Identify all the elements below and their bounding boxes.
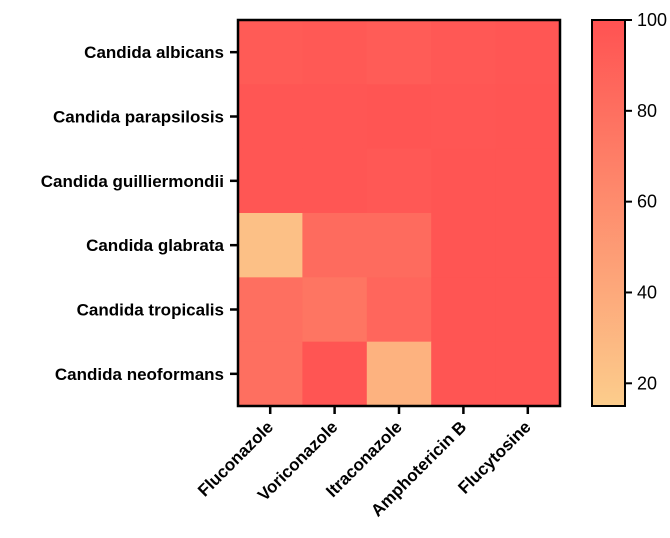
heatmap-cell — [302, 341, 368, 407]
heatmap-cell — [495, 84, 561, 150]
heatmap-cell — [431, 148, 497, 214]
colorbar-tick-label: 20 — [637, 373, 657, 393]
heatmap-cell — [238, 213, 303, 278]
heatmap-cell — [302, 20, 368, 85]
row-label: Candida parapsilosis — [53, 108, 224, 127]
heatmap-cells — [238, 20, 561, 407]
row-axis: Candida albicans Candida parapsilosis Cand… — [41, 43, 238, 384]
heatmap-cell — [431, 213, 497, 278]
heatmap-cell — [238, 84, 303, 150]
heatmap-cell — [238, 20, 303, 85]
heatmap-cell — [302, 148, 368, 214]
heatmap-cell — [238, 341, 303, 407]
colorbar-tick-label: 80 — [637, 101, 657, 121]
heatmap-cell — [366, 20, 432, 85]
heatmap-cell — [431, 277, 497, 343]
row-label: Candida albicans — [84, 43, 224, 62]
row-label: Candida tropicalis — [77, 301, 224, 320]
colorbar-gradient — [591, 19, 626, 407]
colorbar-tick-label: 40 — [637, 282, 657, 302]
heatmap-cell — [366, 148, 432, 214]
heatmap-cell — [495, 341, 561, 407]
heatmap-cell — [302, 84, 368, 150]
column-axis: FluconazoleVoriconazoleItraconazoleAmpho… — [194, 406, 535, 520]
heatmap-cell — [495, 277, 561, 343]
heatmap-cell — [238, 148, 303, 214]
heatmap-cell — [238, 277, 303, 343]
heatmap-cell — [366, 84, 432, 150]
heatmap-cell — [302, 277, 368, 343]
row-label: Candida glabrata — [86, 236, 224, 255]
colorbar-tick-label: 60 — [637, 192, 657, 212]
heatmap-cell — [495, 20, 561, 85]
colorbar: 20 40 60 80 100 — [591, 10, 667, 407]
heatmap-cell — [431, 20, 497, 85]
heatmap-cell — [495, 148, 561, 214]
row-label: Candida neoformans — [55, 365, 224, 384]
heatmap-cell — [366, 213, 432, 278]
heatmap-cell — [431, 341, 497, 407]
heatmap-cell — [495, 213, 561, 278]
heatmap-cell — [302, 213, 368, 278]
colorbar-ticks: 20 40 60 80 100 — [625, 10, 667, 393]
heatmap-cell — [366, 277, 432, 343]
row-label: Candida guilliermondii — [41, 172, 224, 191]
heatmap-cell — [366, 341, 432, 407]
colorbar-tick-label: 100 — [637, 10, 667, 30]
heatmap-cell — [431, 84, 497, 150]
